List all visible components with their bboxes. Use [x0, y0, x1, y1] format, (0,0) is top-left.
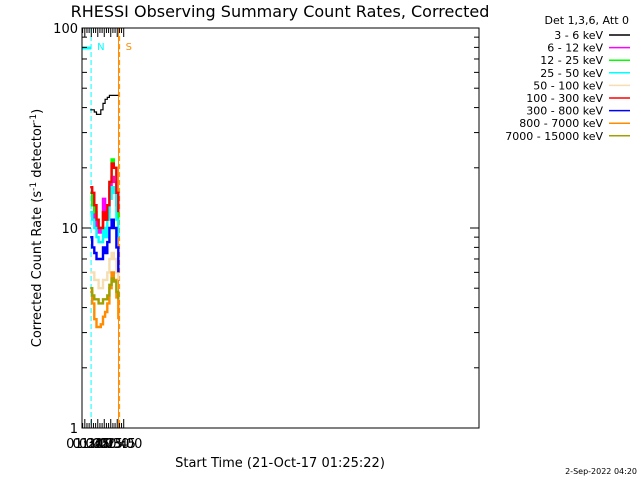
x-tick-label: 01:30	[66, 437, 103, 452]
legend-label: 6 - 12 keV	[547, 42, 603, 55]
series-line	[90, 162, 120, 230]
legend-label: 300 - 800 keV	[526, 105, 603, 118]
y-axis-label-mid: detector	[30, 122, 45, 182]
marker-label: S	[126, 42, 132, 53]
footer-date: 2-Sep-2022 04:20	[565, 467, 637, 476]
y-tick-label: 10	[61, 222, 78, 237]
legend-label: 100 - 300 keV	[526, 92, 603, 105]
legend-label: 12 - 25 keV	[540, 54, 603, 67]
series-lines	[90, 94, 120, 329]
legend-header: Det 1,3,6, Att 0	[545, 14, 629, 27]
x-tick-label: 02:15	[86, 437, 123, 452]
series-line	[90, 94, 119, 115]
marker-label: N	[97, 42, 104, 53]
y-axis-label-end: )	[30, 109, 45, 114]
y-tick-label: 1	[70, 422, 78, 437]
legend-label: 50 - 100 keV	[533, 79, 603, 92]
y-tick-label: 100	[53, 22, 78, 37]
legend-label: 25 - 50 keV	[540, 67, 603, 80]
series-line	[90, 277, 120, 305]
x-axis-label: Start Time (21-Oct-17 01:25:22)	[175, 456, 385, 471]
x-tick-label: 02:45	[98, 437, 135, 452]
chart-title: RHESSI Observing Summary Count Rates, Co…	[71, 2, 490, 21]
x-tick-label: 02:00	[79, 437, 116, 452]
y-axis-label-sup1: -1	[29, 182, 39, 191]
legend-label: 7000 - 15000 keV	[505, 130, 603, 143]
y-axis: 1 10 100	[53, 22, 479, 437]
x-tick-label: 03:00	[105, 437, 142, 452]
y-axis-label-main: Corrected Count Rate (s	[30, 191, 45, 348]
series-line	[90, 251, 120, 290]
legend-label: 3 - 6 keV	[554, 29, 603, 42]
series-line	[90, 218, 120, 273]
legend-label: 800 - 7000 keV	[519, 117, 603, 130]
series-line	[90, 186, 120, 244]
x-tick-label: 01:45	[73, 437, 110, 452]
y-axis-label: Corrected Count Rate (s-1 detector-1)	[29, 109, 45, 347]
y-axis-label-sup2: -1	[29, 114, 39, 123]
x-tick-label: 02:30	[92, 437, 129, 452]
